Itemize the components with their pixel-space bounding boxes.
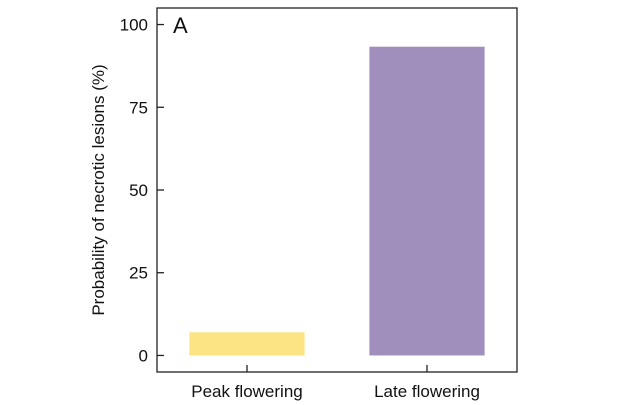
panel-label: A (173, 13, 188, 38)
y-tick-label: 0 (139, 346, 148, 365)
x-category-label: Late flowering (374, 382, 480, 401)
y-tick-label: 75 (129, 98, 148, 117)
x-category-label: Peak flowering (191, 382, 303, 401)
bar-peak-flowering (189, 332, 305, 356)
y-tick-label: 50 (129, 181, 148, 200)
y-axis-label: Probability of necrotic lesions (%) (89, 64, 108, 315)
y-tick-label: 25 (129, 264, 148, 283)
y-tick-label: 100 (120, 16, 148, 35)
bar-late-flowering (369, 46, 485, 356)
